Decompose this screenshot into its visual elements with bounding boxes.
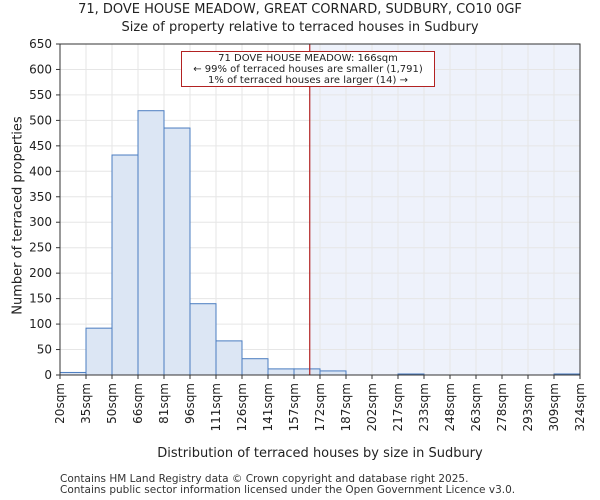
bar (319, 370, 347, 376)
x-tick-label: 50sqm (105, 383, 119, 424)
y-tick-label: 200 (29, 266, 52, 280)
x-tick-label: 126sqm (235, 383, 249, 431)
footer-line-1: Contains HM Land Registry data © Crown c… (60, 473, 469, 485)
bar (163, 127, 191, 376)
chart-title: 71, DOVE HOUSE MEADOW, GREAT CORNARD, SU… (78, 2, 522, 17)
x-tick-label: 217sqm (391, 383, 405, 431)
y-tick-label: 0 (44, 368, 52, 382)
x-tick-label: 248sqm (443, 383, 457, 431)
x-tick-label: 293sqm (521, 383, 535, 431)
y-tick-label: 500 (29, 113, 52, 127)
x-tick-label: 96sqm (183, 383, 197, 424)
x-tick-label: 141sqm (261, 383, 275, 431)
y-tick-label: 300 (29, 215, 52, 229)
y-tick-label: 400 (29, 164, 52, 178)
bar (215, 340, 243, 376)
annotation-box: 71 DOVE HOUSE MEADOW: 166sqm ← 99% of te… (181, 51, 435, 87)
y-axis-label: Number of terraced properties (10, 116, 26, 315)
x-tick-label: 81sqm (157, 383, 171, 424)
x-tick-label: 263sqm (469, 383, 483, 431)
x-tick-label: 157sqm (287, 383, 301, 431)
x-tick-label: 172sqm (313, 383, 327, 431)
x-tick-label: 309sqm (547, 383, 561, 431)
y-tick-label: 600 (29, 62, 52, 76)
annotation-line-3: 1% of terraced houses are larger (14) → (208, 75, 408, 86)
bar (189, 303, 217, 376)
x-tick-label: 202sqm (365, 383, 379, 431)
y-tick-label: 350 (29, 190, 52, 204)
bar (267, 368, 295, 376)
x-axis-label: Distribution of terraced houses by size … (157, 446, 483, 461)
x-tick-label: 20sqm (53, 383, 67, 424)
footer-line-2: Contains public sector information licen… (60, 484, 516, 496)
y-tick-label: 50 (37, 343, 52, 357)
bar (111, 154, 139, 376)
y-tick-label: 450 (29, 139, 52, 153)
annotation-line-1: 71 DOVE HOUSE MEADOW: 166sqm (218, 53, 398, 64)
y-tick-label: 150 (29, 292, 52, 306)
bar (293, 368, 321, 376)
y-tick-label: 250 (29, 241, 52, 255)
x-tick-label: 233sqm (417, 383, 431, 431)
bar (137, 110, 165, 376)
bar (241, 358, 269, 376)
x-tick-label: 324sqm (573, 383, 587, 431)
bar (85, 327, 113, 376)
x-tick-label: 187sqm (339, 383, 353, 431)
x-tick-label: 66sqm (131, 383, 145, 424)
chart-subtitle: Size of property relative to terraced ho… (121, 20, 479, 35)
x-tick-label: 111sqm (209, 383, 223, 431)
y-tick-label: 550 (29, 88, 52, 102)
x-tick-label: 35sqm (79, 383, 93, 424)
y-tick-label: 100 (29, 317, 52, 331)
highlight-region (309, 44, 580, 375)
y-tick-label: 650 (29, 37, 52, 51)
annotation-line-2: ← 99% of terraced houses are smaller (1,… (193, 64, 423, 75)
x-tick-label: 278sqm (495, 383, 509, 431)
